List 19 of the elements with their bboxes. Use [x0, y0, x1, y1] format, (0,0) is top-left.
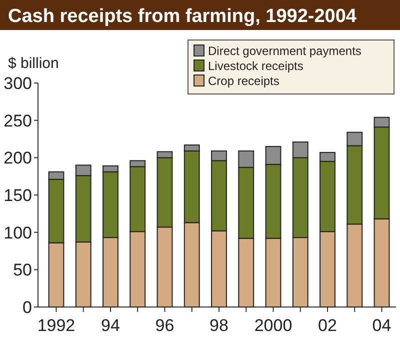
x-tick-label: 04 — [372, 316, 392, 335]
chart-title: Cash receipts from farming, 1992-2004 — [8, 6, 357, 27]
y-tick-label: 150 — [4, 186, 32, 205]
x-tick-label: 1992 — [37, 316, 76, 335]
x-tick-label: 2000 — [254, 316, 292, 335]
legend-label: Direct government payments — [208, 44, 362, 58]
y-tick-label: 100 — [4, 223, 32, 242]
y-tick-label: 300 — [4, 74, 32, 93]
y-tick-label: 200 — [4, 148, 32, 168]
legend-label: Crop receipts — [208, 74, 280, 88]
legend-label: Livestock receipts — [208, 59, 304, 73]
y-tick-label: 50 — [13, 260, 32, 280]
y-tick-label: 0 — [22, 298, 32, 317]
x-tick-label: 94 — [101, 316, 120, 335]
y-axis-title: $ billion — [8, 55, 59, 72]
y-tick-label: 250 — [4, 111, 32, 130]
x-tick-label: 98 — [210, 316, 228, 335]
x-tick-label: 96 — [155, 316, 174, 335]
x-tick-label: 02 — [318, 316, 337, 335]
